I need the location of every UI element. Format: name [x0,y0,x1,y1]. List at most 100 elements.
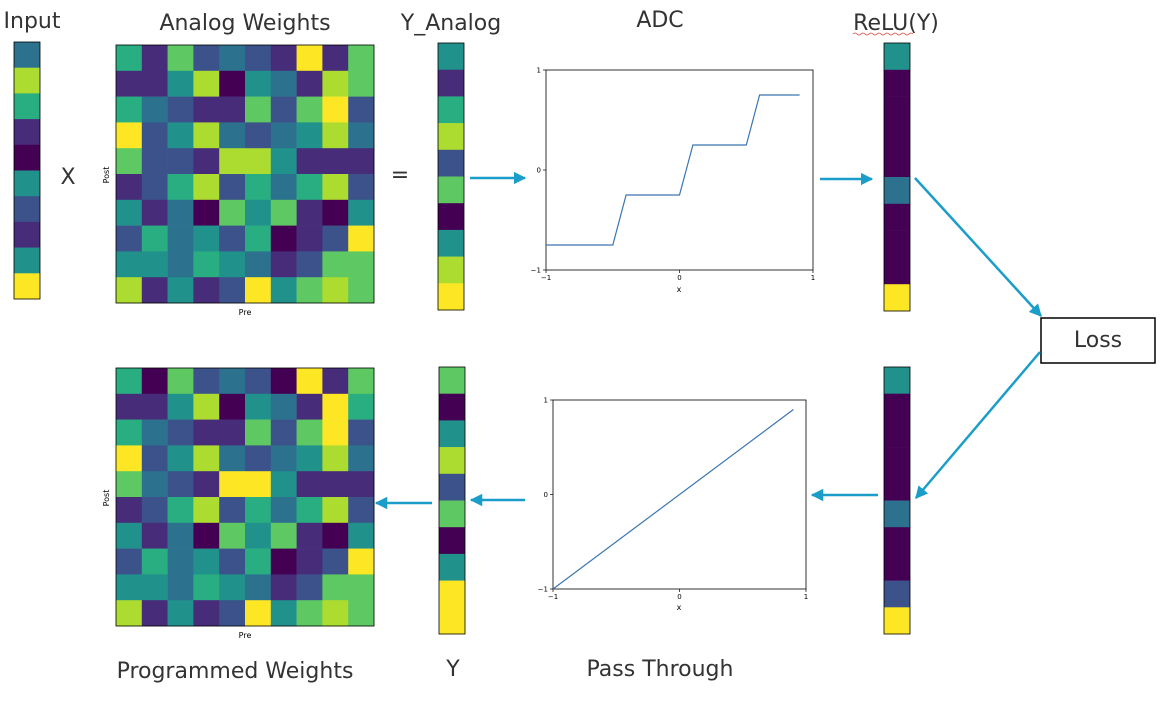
y-vector-cell [439,473,465,501]
input-label: Input [4,9,61,34]
relu-top-cell [884,230,910,258]
y-analog-vector [437,42,465,311]
programmed-weights-cell [322,419,349,446]
adc-ytick-label: 1 [537,67,541,75]
analog-weights-cell [270,199,297,226]
analog-weights-cell [322,174,349,201]
arrow-loss-to-relu [915,351,1041,499]
analog-weights-cell [270,70,297,97]
analog-weights-cell [141,174,168,201]
analog-weights-cell [141,277,168,304]
analog-weights-cell [167,174,194,201]
analog-weights-cell [219,199,246,226]
analog-weights-cell [322,225,349,252]
programmed-weights-cell [116,393,143,420]
adc-xtick-label: 1 [811,274,815,282]
input-vector-cell [14,247,40,274]
spellcheck-underline [852,32,914,36]
programmed-weights-cell [348,522,375,549]
analog-weights-cell [296,199,323,226]
analog-weights-cell [348,96,375,123]
programmed-pre-label: Pre [239,631,252,640]
analog-weights-label: Analog Weights [159,11,330,36]
analog-weights-cell [296,174,323,201]
programmed-weights-cell [270,600,297,627]
analog-weights-cell [270,96,297,123]
relu-bottom-cell [884,527,910,555]
y-analog-cell [438,203,464,231]
pass-ytick-label: 0 [544,491,548,499]
programmed-weights-cell [193,419,220,446]
analog-weights-cell [270,251,297,278]
programmed-weights-cell [193,600,220,627]
programmed-weights-cell [167,445,194,472]
analog-weights-cell [141,122,168,149]
programmed-weights-cell [270,393,297,420]
programmed-weights-cell [322,548,349,575]
programmed-weights-cell [270,497,297,524]
analog-weights-cell [296,148,323,175]
input-vector-cell [14,273,40,300]
programmed-weights-cell [322,600,349,627]
pass-ticks: −1 0 1 −1 0 1 [538,397,809,602]
programmed-weights-cell [296,368,323,395]
programmed-weights-border [115,367,375,627]
analog-weights-cell [116,251,143,278]
programmed-weights-cell [296,445,323,472]
programmed-weights-cell [245,393,272,420]
analog-weights-cell [193,148,220,175]
relu-bottom-border [883,366,911,635]
analog-weights-cell [219,174,246,201]
analog-weights-cell [193,277,220,304]
programmed-weights-cell [296,522,323,549]
analog-weights-cell [141,148,168,175]
programmed-weights-cell [270,445,297,472]
relu-bottom-cell [884,420,910,448]
programmed-weights-cell [167,471,194,498]
programmed-weights-cell [245,548,272,575]
analog-weights-cell [245,174,272,201]
programmed-weights-cell [116,471,143,498]
y-analog-cell [438,43,464,70]
analog-weights-cell [296,122,323,149]
analog-weights-cell [193,122,220,149]
analog-weights-cell [296,277,323,304]
programmed-weights-cell [141,548,168,575]
programmed-weights-cell [348,393,375,420]
programmed-weights-cell [348,419,375,446]
programmed-weights-cell [245,497,272,524]
analog-weights-cell [167,148,194,175]
y-analog-cell [438,176,464,204]
programmed-weights-cell [116,600,143,627]
programmed-weights-cell [141,419,168,446]
analog-weights-cell [348,122,375,149]
analog-weights-cell [116,277,143,304]
analog-weights-cell [219,96,246,123]
analog-weights-cell [167,122,194,149]
relu-top-cell [884,257,910,285]
analog-weights-cell [167,225,194,252]
programmed-weights-cell [219,445,246,472]
programmed-weights-cell [193,368,220,395]
programmed-weights-cell [296,419,323,446]
pass-xtick-label: −1 [548,593,558,601]
y-analog-label: Y_Analog [400,11,501,36]
programmed-weights-cell [296,393,323,420]
adc-series-line [546,94,800,246]
programmed-weights-cell [219,393,246,420]
programmed-weights-cell [141,368,168,395]
analog-weights-cell [245,225,272,252]
multiply-symbol: X [60,165,75,190]
programmed-weights-cell [348,548,375,575]
analog-weights-cell [193,199,220,226]
input-vector-cell [14,221,40,248]
relu-bottom-cell [884,447,910,475]
analog-weights-cell [322,277,349,304]
analog-weights-cell [141,96,168,123]
analog-weights-cell [219,122,246,149]
programmed-weights-cell [141,471,168,498]
input-vector-cell [14,196,40,223]
programmed-weights-cell [245,419,272,446]
programmed-weights-cell [167,393,194,420]
loss-box [1040,317,1156,364]
